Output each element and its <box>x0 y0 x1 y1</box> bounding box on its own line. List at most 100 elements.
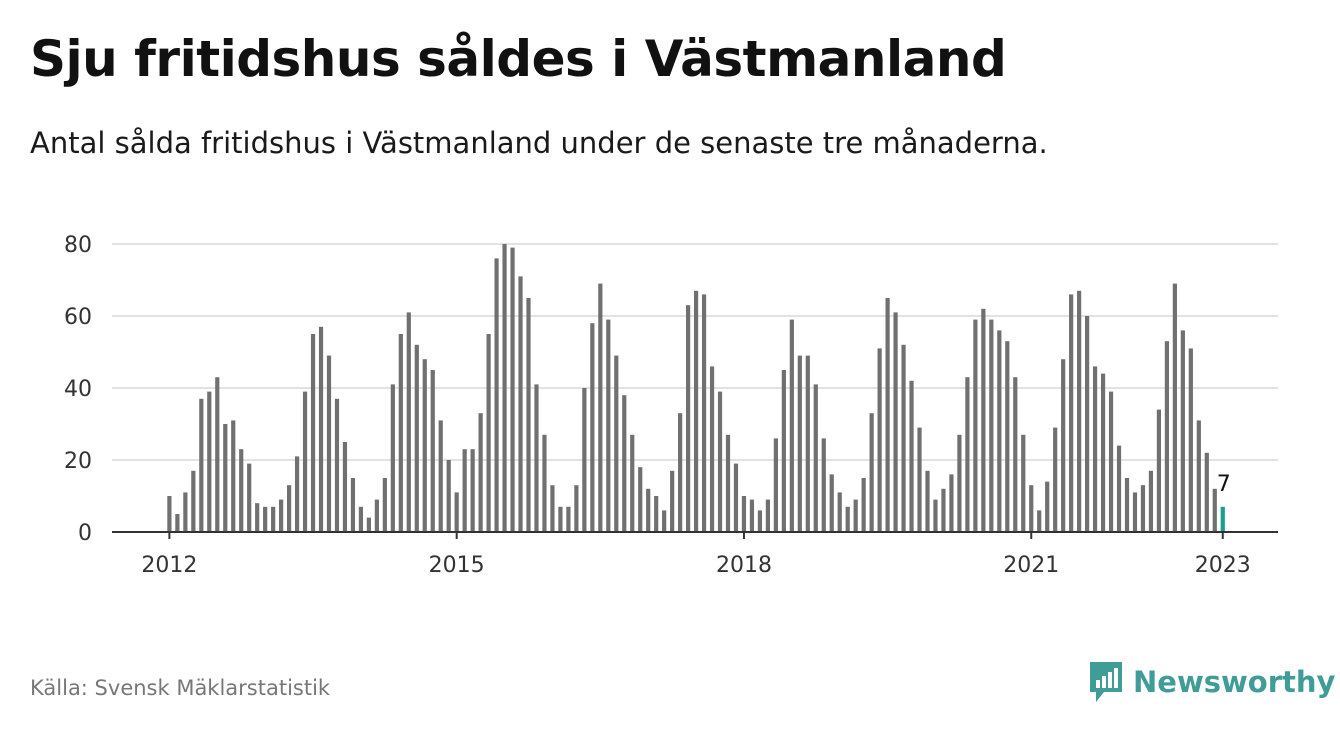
bar <box>693 290 699 532</box>
bar <box>829 474 834 532</box>
bar <box>686 305 691 532</box>
bar <box>606 319 611 532</box>
bar <box>965 377 970 532</box>
bar <box>1069 294 1074 532</box>
bar <box>1172 283 1177 532</box>
bar <box>837 492 842 532</box>
bar <box>1053 427 1058 532</box>
bar <box>326 355 332 532</box>
bar <box>486 334 491 532</box>
bar <box>1005 341 1010 532</box>
bar <box>1156 409 1162 532</box>
y-tick-label: 40 <box>64 377 92 402</box>
bar <box>885 298 890 532</box>
bar <box>757 510 763 532</box>
x-tick-label: 2012 <box>141 553 197 578</box>
bar <box>334 398 340 532</box>
bar <box>901 344 906 532</box>
bar <box>374 499 379 532</box>
bar <box>1021 434 1026 532</box>
bar <box>414 344 419 532</box>
y-tick-label: 0 <box>78 521 92 546</box>
bar <box>701 294 707 532</box>
bar <box>231 420 236 532</box>
bars <box>167 244 1225 532</box>
bar <box>1196 420 1201 532</box>
bar <box>733 463 739 532</box>
bar <box>789 319 794 532</box>
bar <box>614 355 619 532</box>
bar <box>1100 373 1106 532</box>
bar <box>925 470 930 532</box>
bar <box>1037 510 1042 532</box>
bar-highlight <box>1220 506 1225 532</box>
bar <box>263 506 268 532</box>
bar <box>941 488 946 532</box>
bar <box>199 398 204 532</box>
bar <box>853 499 858 532</box>
bar <box>909 380 914 532</box>
bar <box>390 384 395 532</box>
x-tick-label: 2015 <box>429 553 485 578</box>
bar <box>933 499 938 532</box>
bar <box>167 496 172 532</box>
bar <box>279 499 284 532</box>
y-tick-label: 60 <box>64 305 92 330</box>
bar <box>1045 481 1050 532</box>
bar <box>717 391 723 532</box>
bar <box>215 377 220 532</box>
bar <box>670 470 675 532</box>
bar <box>1148 470 1154 532</box>
bar <box>1092 366 1098 532</box>
bar <box>1085 316 1090 532</box>
bar <box>310 334 316 532</box>
bar <box>478 413 483 532</box>
bar <box>973 319 978 532</box>
bar <box>183 492 188 532</box>
bar <box>949 474 954 532</box>
bar <box>1204 452 1209 532</box>
bar <box>997 330 1002 532</box>
bar <box>558 506 563 532</box>
bar <box>590 323 595 532</box>
bar <box>574 485 579 532</box>
bar <box>382 478 387 532</box>
bar <box>989 319 994 532</box>
bar <box>1077 290 1082 532</box>
bar <box>654 496 659 532</box>
x-tick-label: 2023 <box>1195 553 1251 578</box>
bar <box>869 413 874 532</box>
bar <box>797 355 802 532</box>
bar <box>861 478 866 532</box>
newsworthy-logo-icon <box>1090 662 1122 702</box>
bar <box>1164 341 1169 532</box>
bar <box>175 514 180 532</box>
x-tick-label: 2018 <box>716 553 772 578</box>
bar <box>318 326 324 532</box>
bar <box>622 395 627 532</box>
bar <box>510 247 515 532</box>
bar <box>741 496 747 532</box>
bar <box>518 276 523 532</box>
bar <box>542 434 547 532</box>
bar <box>765 499 770 532</box>
bar <box>638 467 643 532</box>
x-axis-ticks: 2012 2015 2018 2021 2023 <box>141 532 1251 578</box>
bar <box>646 488 651 532</box>
bar <box>1212 488 1217 532</box>
bar <box>1140 485 1146 532</box>
bar <box>773 438 778 532</box>
y-axis-ticks: 0 20 40 60 80 <box>64 233 92 546</box>
bar <box>350 478 356 532</box>
bar <box>1116 445 1122 532</box>
bar <box>1013 377 1018 532</box>
bar <box>781 370 786 532</box>
bar <box>981 308 986 532</box>
chart-subtitle: Antal sålda fritidshus i Västmanland und… <box>30 126 1048 160</box>
bar <box>1180 330 1185 532</box>
source-note: Källa: Svensk Mäklarstatistik <box>30 676 331 700</box>
bar <box>877 348 882 532</box>
bar <box>662 510 667 532</box>
y-tick-label: 20 <box>64 449 92 474</box>
bar <box>550 485 555 532</box>
